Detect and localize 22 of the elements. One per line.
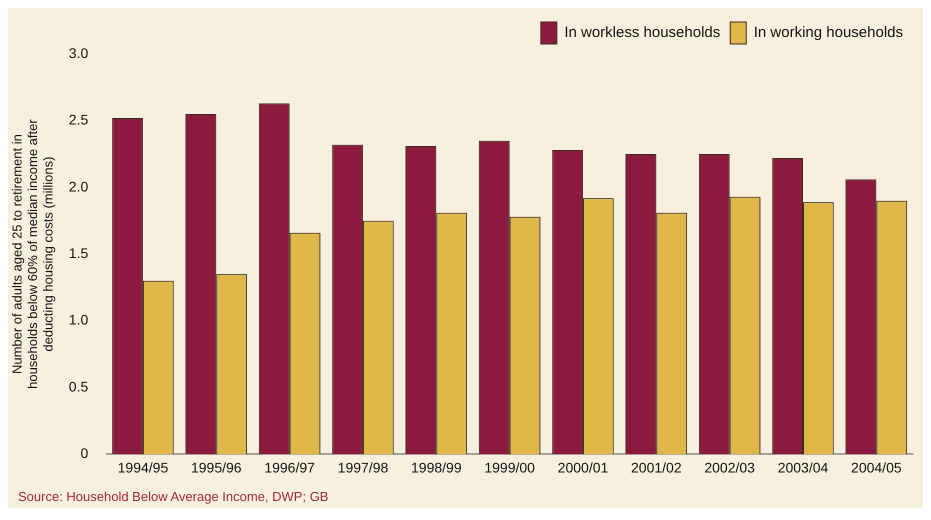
y-tick-label: 3.0	[68, 44, 88, 61]
x-tick-label: 1996/97	[264, 459, 316, 476]
x-tick-label: 2001/02	[631, 459, 682, 476]
legend-label: In working households	[754, 24, 904, 42]
x-tick-label: 2004/05	[851, 459, 902, 476]
x-tick-label: 1997/98	[338, 459, 388, 476]
y-tick-label: 0.5	[68, 378, 88, 394]
y-tick-label: 2.5	[68, 112, 88, 128]
x-tick-label: 1994/95	[118, 459, 168, 476]
y-tick-label: 2.0	[68, 178, 88, 194]
x-tick-label: 1999/00	[484, 459, 536, 476]
y-tick-label: 1.0	[68, 312, 88, 328]
x-tick-label: 1998/99	[410, 459, 462, 476]
y-tick-label: 1.5	[68, 244, 88, 261]
x-tick-label: 2003/04	[778, 459, 829, 476]
y-axis-title: Number of adults aged 25 to retirement in households below 60% of median income after deducting housing costs (millions)	[9, 118, 56, 389]
y-tick-label: 0	[80, 445, 88, 462]
source-note: Source: Household Below Average Income, DWP; GB	[17, 488, 330, 506]
legend-label: In workless households	[564, 24, 720, 42]
x-tick-label: 2000/01	[558, 459, 608, 476]
x-tick-label: 2002/03	[704, 459, 756, 476]
x-tick-label: 1995/96	[190, 459, 242, 476]
